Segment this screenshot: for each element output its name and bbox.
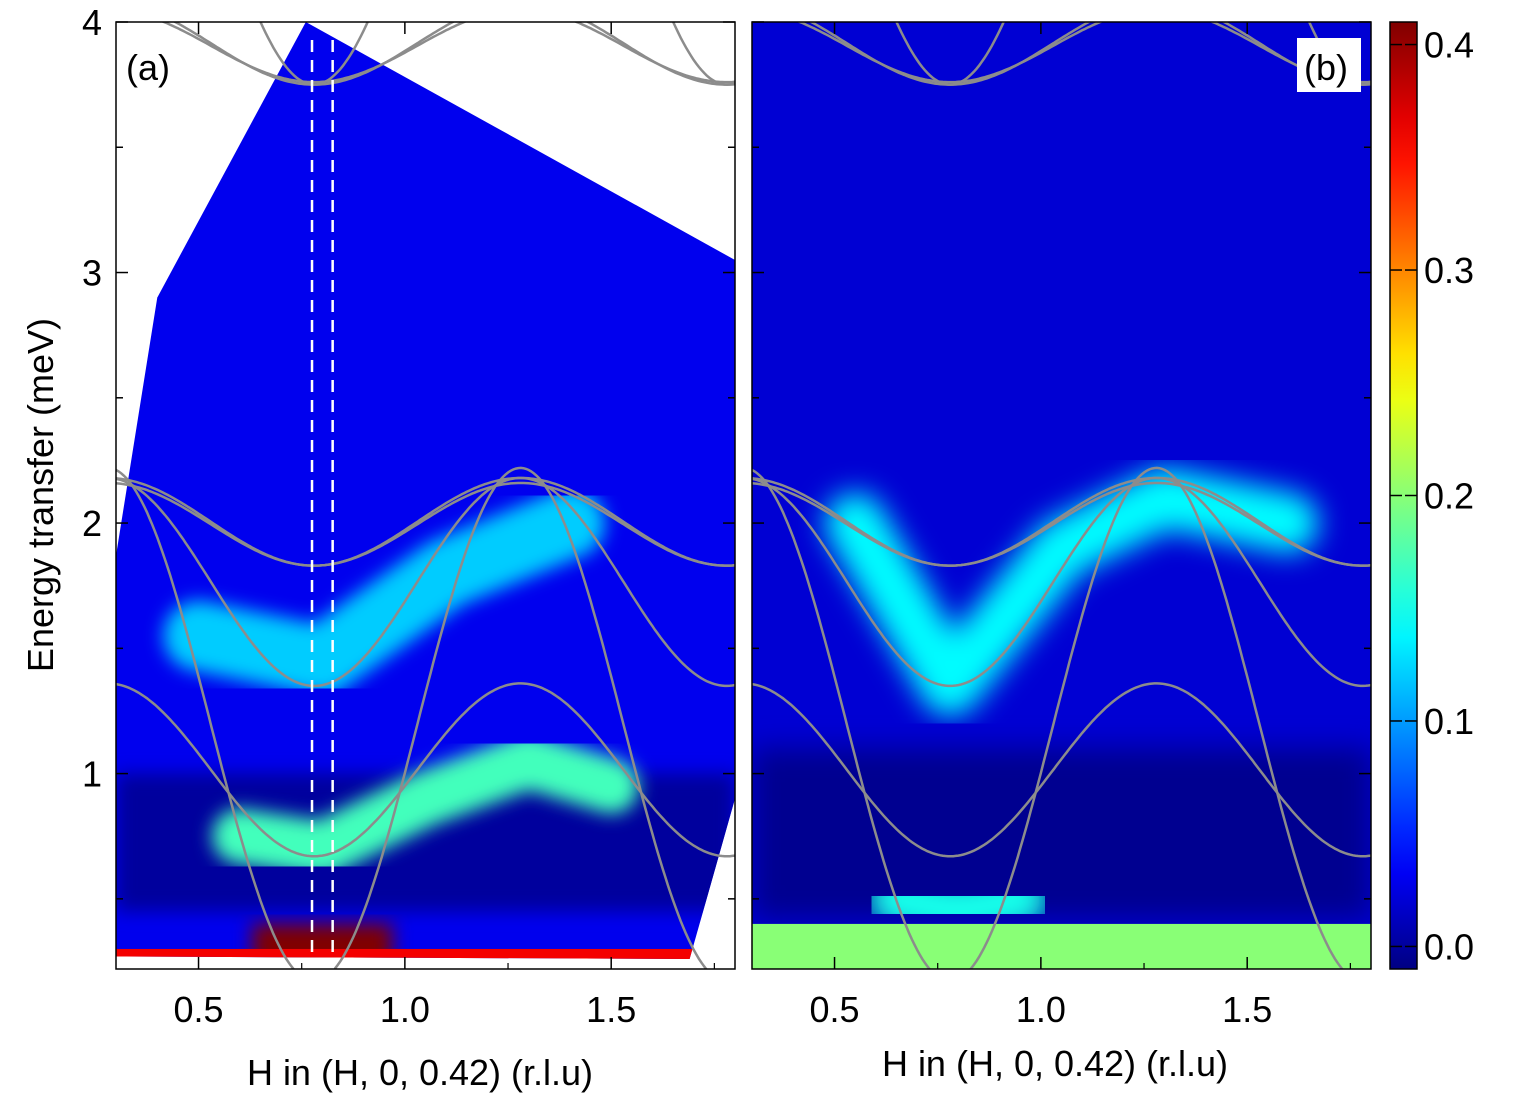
- panel-b-low-region: [752, 748, 1371, 919]
- panel-a-x-tick-label-1: 1.0: [380, 989, 430, 1030]
- panel-a-curve-1: [116, 682, 735, 858]
- panel-b-tag-box: [1297, 38, 1361, 92]
- colorbar-tick-label-4: 0.4: [1424, 25, 1474, 66]
- panel-a-curve-4: [116, 481, 735, 567]
- panel-b-dispersion-curves: [752, 22, 1371, 969]
- panel-a-heatmap: [116, 22, 735, 959]
- panel-b-curve-4: [752, 481, 1371, 567]
- panel-a-cut-lines: [310, 40, 334, 969]
- panel-a-ticks: 0.5 1.0 1.5 1 2 3 4: [82, 2, 735, 1030]
- panel-a-frame: [115, 21, 736, 970]
- panel-b-feature-1: [752, 923, 1371, 969]
- panel-a-curve-6: [172, 22, 735, 86]
- panel-b-curve-3: [752, 476, 1371, 567]
- panel-a-curve-0: [116, 466, 708, 969]
- panel-b-curve-0: [752, 466, 1344, 969]
- panel-b-curve-7: [796, 22, 1371, 84]
- colorbar-tick-label-1: 0.1: [1424, 701, 1474, 742]
- panel-a-y-tick-label-0: 1: [82, 754, 102, 795]
- panel-a-curve-3: [116, 476, 735, 567]
- panel-b-feature-2: [866, 868, 1051, 942]
- panel-a-y-tick-label-1: 2: [82, 503, 102, 544]
- panel-b-x-tick-label-0: 0.5: [810, 989, 860, 1030]
- panel-a-curve-7: [160, 22, 735, 84]
- panel-a-y-tick-label-2: 3: [82, 253, 102, 294]
- panel-a-feature-2: [163, 488, 605, 696]
- panel-a-x-tick-label-0: 0.5: [174, 989, 224, 1030]
- panel-b-curve-2: [752, 476, 1371, 688]
- panel-b-frame: [751, 21, 1372, 970]
- panel-b-tag: (b): [1304, 47, 1348, 88]
- panel-b-x-tick-label-1: 1.0: [1016, 989, 1066, 1030]
- panel-a-elastic-line: [116, 948, 735, 959]
- panel-b-x-axis-title: H in (H, 0, 0.42) (r.l.u): [882, 1043, 1228, 1084]
- panel-a-curve-2: [116, 476, 735, 688]
- panel-a-x-axis-title: H in (H, 0, 0.42) (r.l.u): [247, 1052, 593, 1093]
- colorbar-tick-label-3: 0.3: [1424, 250, 1474, 291]
- y-axis-title: Energy transfer (meV): [20, 318, 61, 672]
- panel-a-feature-1: [212, 733, 639, 877]
- colorbar: 0.0 0.1 0.2 0.3 0.4: [1389, 21, 1474, 970]
- panel-b-heatmap: [752, 22, 1371, 969]
- colorbar-tick-label-2: 0.2: [1424, 476, 1474, 517]
- panel-b: 0.5 1.0 1.5 (b): [751, 21, 1372, 1030]
- colorbar-tick-label-0: 0.0: [1424, 926, 1474, 967]
- panel-a-tag: (a): [126, 47, 170, 88]
- panel-b-curve-1: [752, 682, 1371, 858]
- panel-a-dispersion-curves: [116, 22, 735, 969]
- panel-b-x-tick-label-2: 1.5: [1222, 989, 1272, 1030]
- panel-b-curve-6: [808, 22, 1371, 86]
- panel-b-ticks: 0.5 1.0 1.5: [752, 21, 1371, 1030]
- panel-a-y-tick-label-3: 4: [82, 2, 102, 43]
- colorbar-ticks: 0.0 0.1 0.2 0.3 0.4: [1390, 25, 1474, 967]
- panel-a-x-tick-label-2: 1.5: [586, 989, 636, 1030]
- panel-a: 0.5 1.0 1.5 1 2 3 4 (a): [82, 2, 736, 1030]
